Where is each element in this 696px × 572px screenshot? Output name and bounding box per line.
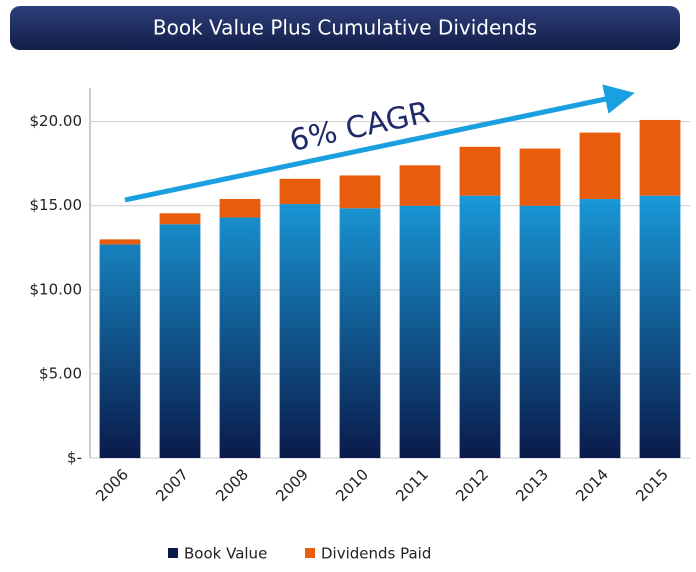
- legend-swatch: [168, 548, 178, 558]
- bar-segment: [159, 224, 201, 458]
- bar-segment: [579, 132, 621, 199]
- title-banner: [10, 6, 680, 50]
- y-tick-label: $15.00: [30, 196, 83, 214]
- bar-segment: [279, 204, 321, 458]
- bar-segment: [639, 195, 681, 459]
- x-tick-label: 2010: [332, 465, 372, 505]
- bar-segment: [519, 148, 561, 206]
- trend-arrow: [124, 84, 635, 203]
- legend-label: Dividends Paid: [321, 545, 431, 563]
- bar-segment: [399, 165, 441, 206]
- x-tick-label: 2014: [572, 465, 612, 505]
- x-tick-label: 2008: [212, 465, 252, 505]
- x-tick-label: 2012: [452, 465, 492, 505]
- x-tick-label: 2009: [272, 465, 312, 505]
- chart-title: Book Value Plus Cumulative Dividends: [153, 16, 537, 40]
- legend-swatch: [305, 548, 315, 558]
- bar-segment: [219, 199, 261, 218]
- bar-segment: [339, 208, 381, 458]
- bar-segment: [519, 205, 561, 458]
- bar-segment: [99, 244, 141, 458]
- x-tick-label: 2011: [392, 465, 432, 505]
- y-tick-label: $-: [67, 449, 82, 467]
- x-tick-label: 2007: [152, 465, 192, 505]
- bar-segment: [639, 119, 681, 196]
- bar-segment: [579, 199, 621, 458]
- bar-segment: [459, 146, 501, 196]
- x-tick-label: 2013: [512, 465, 552, 505]
- x-tick-label: 2015: [632, 465, 672, 505]
- y-tick-label: $10.00: [30, 280, 83, 298]
- bar-segment: [219, 217, 261, 458]
- bar-segment: [159, 213, 201, 225]
- x-tick-label: 2006: [92, 465, 132, 505]
- legend-label: Book Value: [184, 545, 267, 563]
- bar-segment: [99, 239, 141, 245]
- bar-segment: [459, 195, 501, 459]
- bar-segment: [279, 178, 321, 205]
- y-tick-label: $5.00: [39, 364, 82, 382]
- y-tick-label: $20.00: [30, 112, 83, 130]
- bar-segment: [399, 205, 441, 458]
- bar-segment: [339, 175, 381, 209]
